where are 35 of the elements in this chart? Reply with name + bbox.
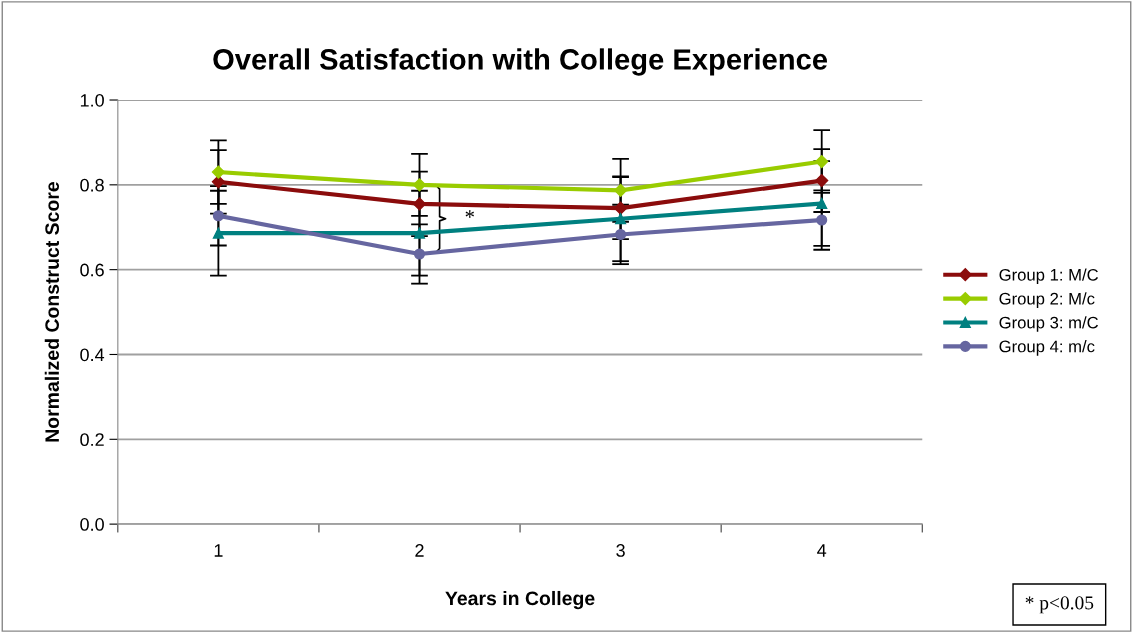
y-tick-label: 0.6: [80, 263, 104, 277]
point: [211, 165, 225, 179]
point: [815, 154, 829, 169]
legend-label: Group 2: M/c: [999, 292, 1095, 308]
y-tick-label: 0.4: [80, 348, 105, 362]
point: [412, 197, 427, 211]
point: [816, 214, 828, 226]
y-tick-label: 0.0: [80, 518, 104, 531]
point: [212, 227, 224, 239]
text: * p<0.05: [1025, 596, 1094, 614]
y-tick-label: 0.8: [80, 178, 104, 192]
x-tick-label: 4: [817, 544, 827, 557]
point: [614, 201, 628, 215]
point: [615, 228, 627, 241]
x-tick-label: 1: [214, 544, 223, 557]
point: [211, 175, 225, 189]
point: [413, 248, 426, 260]
point: [615, 213, 627, 225]
chart-title: Overall Satisfaction with College Experience: [213, 48, 828, 76]
annotation: *: [465, 210, 474, 218]
y-tick-label: 1.0: [80, 93, 104, 107]
legend-label: Group 1: M/C: [999, 268, 1099, 285]
point: [815, 174, 829, 188]
legend-label: Group 3: m/C: [999, 316, 1099, 332]
point: [816, 197, 828, 210]
point: [614, 183, 628, 197]
point: [412, 178, 427, 192]
x-tick-label: 3: [616, 544, 625, 557]
x-axis-title: Years in College: [445, 590, 595, 610]
point: [413, 227, 426, 239]
point: [212, 210, 224, 222]
legend-label: Group 4: m/c: [999, 340, 1095, 356]
x-tick-label: 2: [415, 544, 424, 557]
y-tick-label: 0.2: [80, 433, 104, 447]
y-axis-title: Normalized Construct Score: [44, 181, 60, 442]
